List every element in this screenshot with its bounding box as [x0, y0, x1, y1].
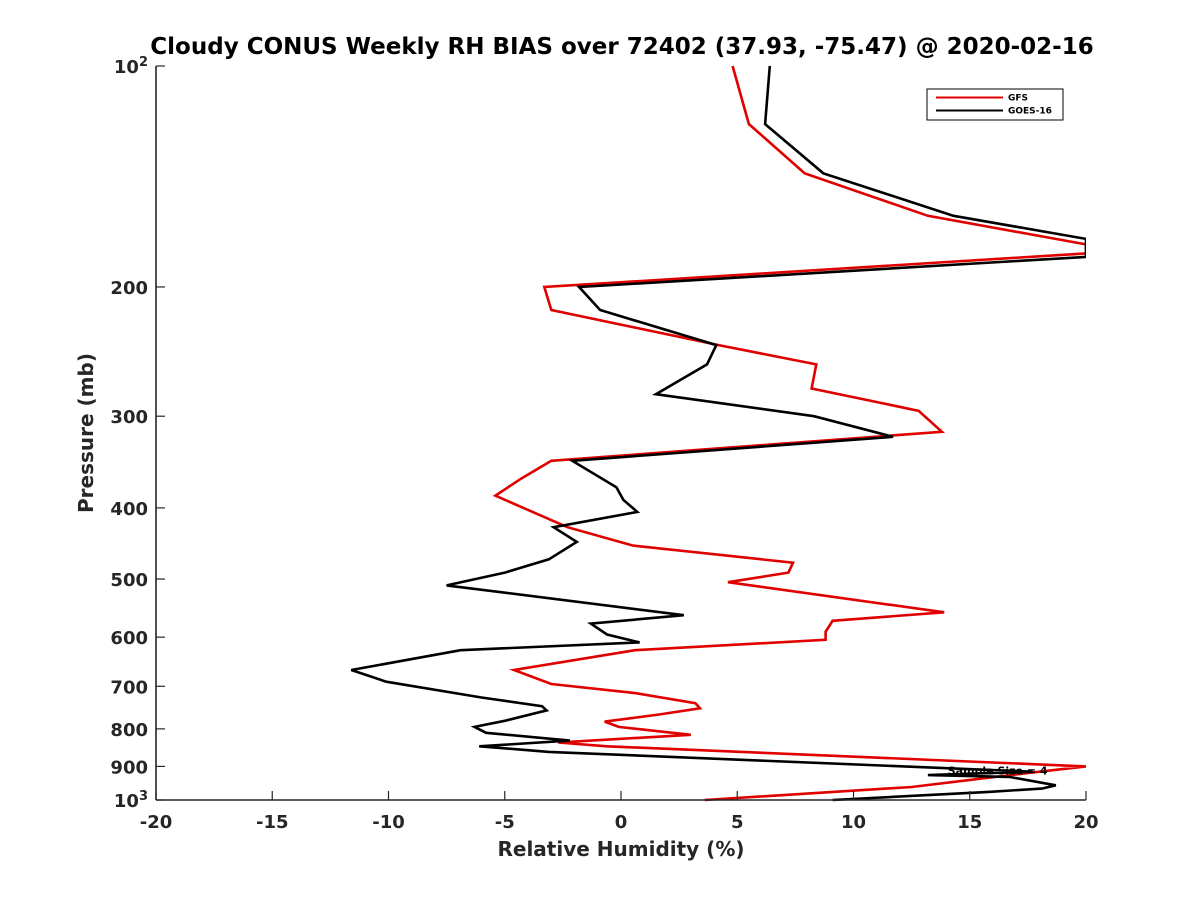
x-tick-label: -10 [372, 812, 405, 833]
y-tick-label: 103 [114, 789, 148, 812]
y-axis-label: Pressure (mb) [74, 353, 98, 513]
sample-size-annotation: Sample Size = 4 [948, 765, 1048, 778]
legend: GFS GOES-16 [926, 88, 1064, 121]
y-tick-label: 400 [110, 499, 148, 520]
x-axis-label: Relative Humidity (%) [497, 837, 744, 861]
plot-area [156, 66, 1086, 800]
y-tick-label: 700 [110, 677, 148, 698]
x-tick-label: 20 [1073, 812, 1098, 833]
x-tick-label: 15 [957, 812, 982, 833]
y-ticks: 102 200 300 400 500 600 700 800 900 103 [110, 55, 165, 812]
series-line-goes-16 [350, 65, 1086, 802]
y-tick-label: 102 [114, 55, 148, 78]
x-tick-label: -20 [140, 812, 173, 833]
y-tick-label: 600 [110, 628, 148, 649]
y-tick-label: 200 [110, 278, 148, 299]
chart-title: Cloudy CONUS Weekly RH BIAS over 72402 (… [150, 34, 1093, 60]
y-tick-label: 300 [110, 407, 148, 428]
y-tick-label: 800 [110, 720, 148, 741]
x-tick-label: 5 [731, 812, 744, 833]
x-tick-label: -15 [256, 812, 289, 833]
x-ticks: -20 -15 -10 -5 0 5 10 15 20 [140, 791, 1099, 833]
legend-label-gfs: GFS [1008, 94, 1028, 104]
legend-box [926, 88, 1064, 121]
x-tick-label: 0 [615, 812, 628, 833]
series-line-gfs [492, 65, 1086, 802]
annotation-layer: Sample Size = 4 [948, 765, 1048, 778]
series-layer [350, 65, 1086, 802]
x-tick-label: -5 [495, 812, 515, 833]
y-tick-label: 500 [110, 570, 148, 591]
legend-label-goes16: GOES-16 [1008, 107, 1052, 117]
x-tick-label: 10 [841, 812, 866, 833]
y-tick-label: 900 [110, 757, 148, 778]
